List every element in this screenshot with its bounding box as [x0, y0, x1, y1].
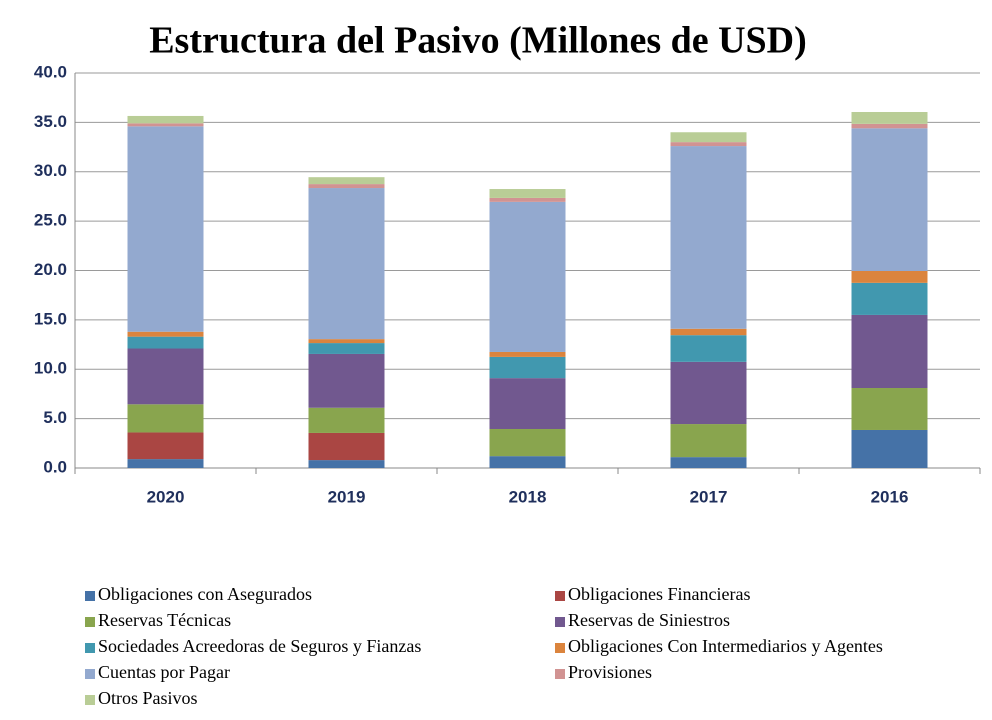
x-tick-label: 2017: [690, 487, 728, 506]
bar-segment: [489, 351, 566, 357]
x-tick-label: 2018: [509, 487, 547, 506]
bar-segment: [127, 115, 204, 124]
bar-segment: [127, 336, 204, 349]
chart-title: Estructura del Pasivo (Millones de USD): [149, 20, 807, 62]
bar-segment: [851, 388, 928, 430]
legend-label: Obligaciones Financieras: [568, 584, 750, 604]
legend-label: Obligaciones con Asegurados: [98, 584, 312, 604]
y-tick-label: 30.0: [34, 161, 67, 180]
bar-segment: [308, 460, 385, 468]
bar-segment: [308, 432, 385, 461]
bar-segment: [127, 432, 204, 460]
y-tick-label: 15.0: [34, 309, 67, 328]
y-tick-label: 40.0: [34, 62, 67, 81]
legend-swatch: [85, 591, 95, 601]
legend-swatch: [555, 643, 565, 653]
bar-segment: [489, 201, 566, 352]
x-tick-label: 2016: [871, 487, 909, 506]
bar-segment: [489, 378, 566, 429]
bar-segment: [851, 314, 928, 389]
legend-swatch: [555, 617, 565, 627]
bar-segment: [127, 123, 204, 127]
legend-swatch: [555, 591, 565, 601]
bar-segment: [670, 142, 747, 147]
y-tick-label: 0.0: [43, 457, 67, 476]
legend-swatch: [85, 617, 95, 627]
bar-segment: [851, 429, 928, 468]
bar-segment: [308, 188, 385, 340]
legend-swatch: [85, 695, 95, 705]
bar-segment: [670, 146, 747, 329]
y-tick-label: 10.0: [34, 359, 67, 378]
bar-segment: [489, 356, 566, 379]
bar-segment: [308, 353, 385, 408]
bar-segment: [851, 112, 928, 124]
y-tick-label: 35.0: [34, 112, 67, 131]
bar-segment: [851, 128, 928, 271]
bar-segment: [308, 407, 385, 433]
legend-swatch: [85, 643, 95, 653]
x-tick-label: 2019: [328, 487, 366, 506]
y-tick-label: 5.0: [43, 408, 67, 427]
legend-label: Provisiones: [568, 662, 652, 682]
bar-segment: [851, 282, 928, 315]
bar-segment: [851, 123, 928, 129]
bar-segment: [127, 459, 204, 468]
x-tick-label: 2020: [147, 487, 185, 506]
legend-swatch: [85, 669, 95, 679]
legend-label: Sociedades Acreedoras de Seguros y Fianz…: [98, 636, 421, 656]
bar-segment: [127, 348, 204, 405]
bar-segment: [489, 428, 566, 457]
legend-label: Reservas Técnicas: [98, 610, 231, 630]
legend-label: Otros Pasivos: [98, 688, 198, 708]
bar-segment: [670, 424, 747, 458]
legend-label: Obligaciones Con Intermediarios y Agente…: [568, 636, 883, 656]
bar-segment: [851, 270, 928, 283]
bar-segment: [127, 404, 204, 433]
bar-segment: [489, 197, 566, 202]
bar-segment: [127, 126, 204, 332]
bar-segment: [489, 189, 566, 198]
bar-segment: [308, 339, 385, 344]
bar-segment: [670, 132, 747, 143]
bar-segment: [670, 335, 747, 362]
bar-segment: [308, 184, 385, 189]
bar-segment: [670, 457, 747, 468]
legend-label: Reservas de Siniestros: [568, 610, 730, 630]
bar-segment: [127, 331, 204, 337]
bar-segment: [489, 456, 566, 468]
bar-segment: [670, 328, 747, 336]
bar-segment: [308, 177, 385, 185]
bar-segment: [308, 343, 385, 354]
legend-swatch: [555, 669, 565, 679]
y-tick-label: 25.0: [34, 211, 67, 230]
y-tick-label: 20.0: [34, 260, 67, 279]
legend-label: Cuentas por Pagar: [98, 662, 230, 682]
bar-segment: [670, 361, 747, 425]
